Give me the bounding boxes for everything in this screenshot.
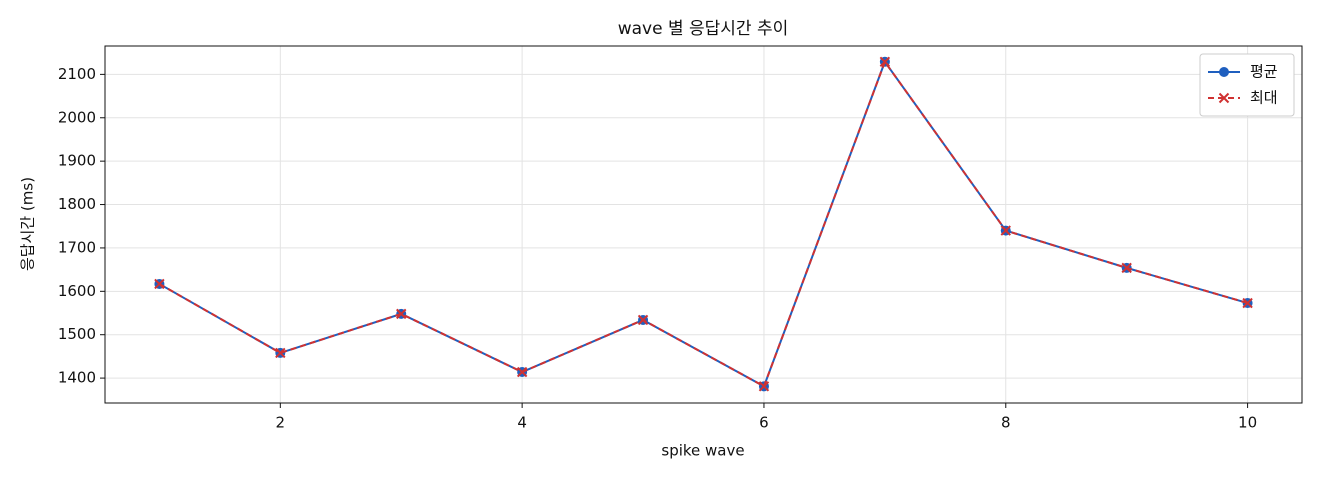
marker-stroke (516, 366, 528, 378)
data-point (396, 308, 407, 320)
data-point (637, 314, 649, 326)
data-point (879, 56, 891, 68)
plot-frame (104, 45, 1303, 404)
data-point (154, 278, 165, 290)
legend-label: 평균 (1250, 63, 1278, 81)
y-tick-label: 1400 (58, 369, 96, 387)
y-axis-label: 응답시간 (ms) (19, 177, 37, 271)
x-tick-label: 2 (276, 414, 286, 432)
x-tick-label: 10 (1238, 414, 1257, 432)
x-tick-label: 6 (759, 414, 769, 432)
data-point (1242, 297, 1253, 309)
marker-stroke (275, 347, 286, 359)
marker-stroke (1121, 262, 1132, 274)
legend-box (1199, 53, 1295, 117)
data-point (275, 347, 286, 359)
marker-stroke (1242, 297, 1253, 309)
legend-marker (1219, 67, 1229, 77)
marker-stroke (396, 308, 407, 320)
y-tick-label: 1700 (58, 238, 96, 256)
marker-stroke (758, 381, 770, 392)
marker-stroke (637, 314, 649, 326)
x-tick-label: 4 (517, 414, 527, 432)
series-line (158, 59, 1248, 388)
chart-title: wave 별 응답시간 추이 (618, 19, 789, 39)
data-point (1121, 262, 1132, 274)
data-point (758, 381, 770, 392)
data-point (516, 366, 528, 378)
marker-stroke (1000, 225, 1011, 236)
y-tick-label: 2100 (58, 65, 96, 83)
legend-label: 최대 (1250, 89, 1278, 107)
x-axis-label: spike wave (661, 442, 744, 460)
data-point (1000, 225, 1011, 236)
marker-stroke (154, 278, 165, 290)
y-tick-label: 1900 (58, 152, 96, 170)
y-tick-label: 1600 (58, 282, 96, 300)
marker-stroke (1218, 92, 1230, 104)
legend-marker (1218, 92, 1230, 104)
x-tick-label: 8 (1001, 414, 1011, 432)
y-tick-label: 1500 (58, 325, 96, 343)
y-tick-label: 2000 (58, 108, 96, 126)
marker-stroke (879, 56, 891, 68)
y-tick-label: 1800 (58, 195, 96, 213)
